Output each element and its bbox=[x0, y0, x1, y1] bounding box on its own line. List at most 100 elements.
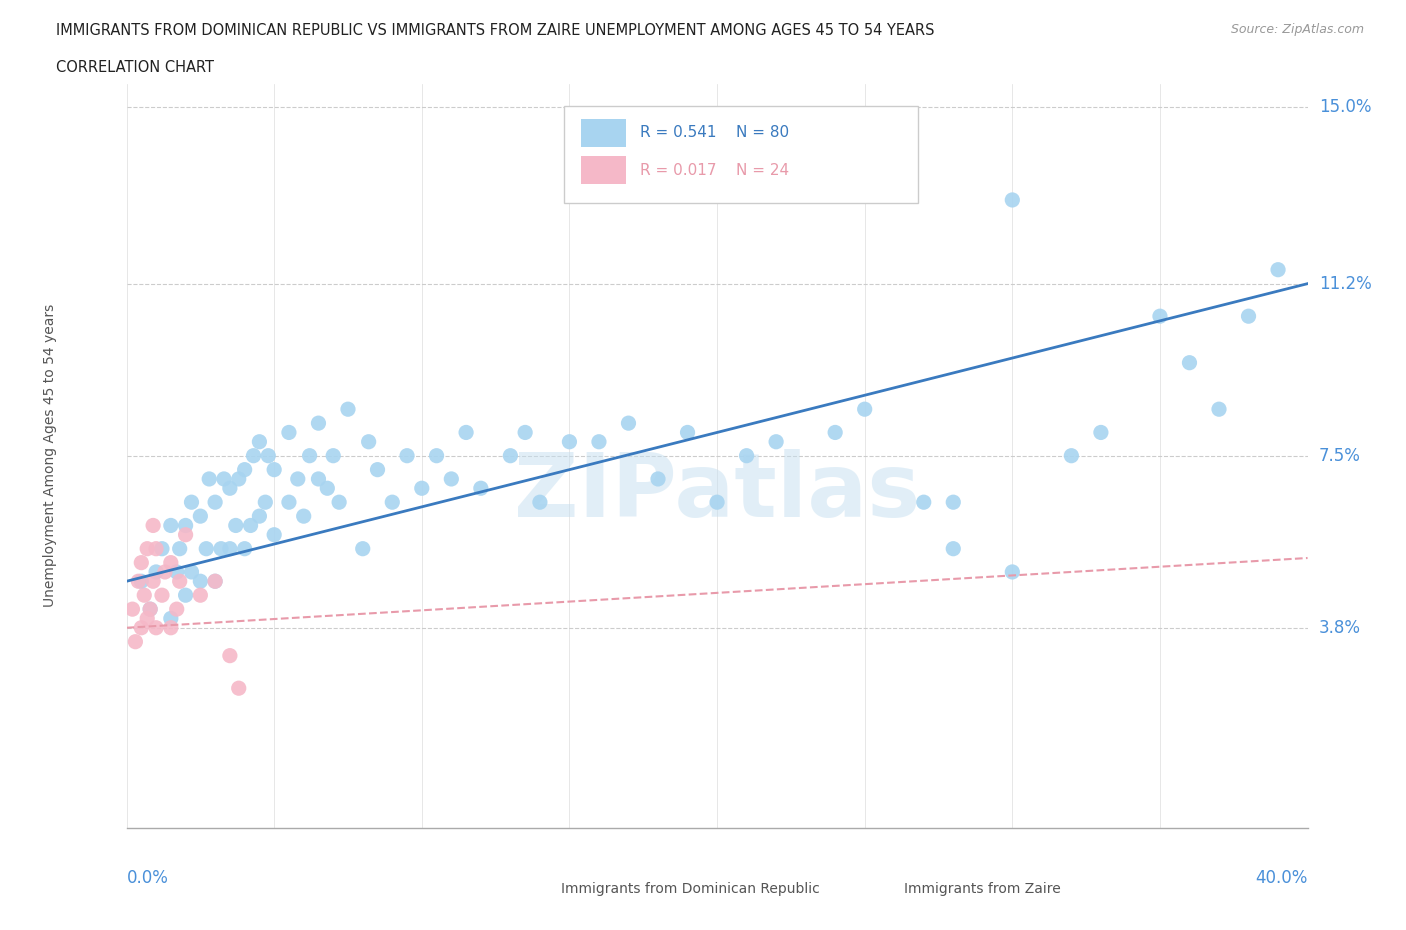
Point bbox=[204, 574, 226, 589]
Point bbox=[278, 425, 301, 440]
Point bbox=[411, 481, 433, 496]
Point bbox=[169, 541, 191, 556]
Text: R = 0.541    N = 80: R = 0.541 N = 80 bbox=[640, 126, 789, 140]
Point bbox=[287, 472, 309, 486]
Text: 0.0%: 0.0% bbox=[127, 869, 169, 886]
Point bbox=[145, 565, 167, 579]
Point bbox=[247, 509, 270, 524]
Point bbox=[188, 588, 211, 603]
Point bbox=[352, 541, 374, 556]
Point bbox=[735, 448, 758, 463]
Point bbox=[204, 574, 226, 589]
Point bbox=[228, 681, 250, 696]
Point bbox=[337, 402, 360, 417]
Point bbox=[440, 472, 463, 486]
Point bbox=[381, 495, 404, 510]
FancyBboxPatch shape bbox=[516, 880, 551, 898]
Point bbox=[219, 481, 242, 496]
Point bbox=[174, 588, 197, 603]
Point bbox=[174, 527, 197, 542]
Point bbox=[139, 602, 162, 617]
Point bbox=[129, 620, 153, 635]
Point bbox=[912, 495, 935, 510]
Point bbox=[425, 448, 447, 463]
Point bbox=[298, 448, 321, 463]
Point bbox=[647, 472, 669, 486]
Text: Source: ZipAtlas.com: Source: ZipAtlas.com bbox=[1230, 23, 1364, 36]
Point bbox=[233, 541, 256, 556]
Text: 15.0%: 15.0% bbox=[1319, 98, 1371, 116]
Point bbox=[316, 481, 339, 496]
Point bbox=[129, 555, 153, 570]
FancyBboxPatch shape bbox=[564, 106, 918, 203]
Point bbox=[139, 602, 162, 617]
Point bbox=[263, 527, 285, 542]
Point bbox=[1178, 355, 1201, 370]
Point bbox=[765, 434, 787, 449]
Point bbox=[145, 541, 167, 556]
Point bbox=[204, 495, 226, 510]
Point bbox=[174, 518, 197, 533]
Point bbox=[150, 588, 173, 603]
Point bbox=[588, 434, 610, 449]
Point bbox=[366, 462, 388, 477]
Text: CORRELATION CHART: CORRELATION CHART bbox=[56, 60, 214, 75]
Point bbox=[470, 481, 492, 496]
Text: Immigrants from Zaire: Immigrants from Zaire bbox=[904, 883, 1060, 897]
Point bbox=[159, 518, 183, 533]
Text: ZIPatlas: ZIPatlas bbox=[515, 449, 920, 537]
Point bbox=[257, 448, 280, 463]
Text: 7.5%: 7.5% bbox=[1319, 446, 1361, 465]
Point bbox=[198, 472, 221, 486]
Point bbox=[242, 448, 264, 463]
Text: 11.2%: 11.2% bbox=[1319, 274, 1371, 293]
Point bbox=[499, 448, 522, 463]
Point bbox=[676, 425, 699, 440]
Point bbox=[1149, 309, 1171, 324]
Point bbox=[853, 402, 876, 417]
Text: R = 0.017    N = 24: R = 0.017 N = 24 bbox=[640, 163, 789, 178]
Point bbox=[278, 495, 301, 510]
Point bbox=[188, 574, 211, 589]
Point bbox=[254, 495, 277, 510]
Point bbox=[159, 620, 183, 635]
Point bbox=[1090, 425, 1112, 440]
Point bbox=[357, 434, 380, 449]
Point bbox=[209, 541, 232, 556]
Point bbox=[1267, 262, 1289, 277]
Text: Unemployment Among Ages 45 to 54 years: Unemployment Among Ages 45 to 54 years bbox=[42, 304, 56, 607]
Text: IMMIGRANTS FROM DOMINICAN REPUBLIC VS IMMIGRANTS FROM ZAIRE UNEMPLOYMENT AMONG A: IMMIGRANTS FROM DOMINICAN REPUBLIC VS IM… bbox=[56, 23, 935, 38]
Point bbox=[142, 574, 165, 589]
Point bbox=[247, 434, 270, 449]
Point bbox=[228, 472, 250, 486]
Point bbox=[942, 495, 965, 510]
Point bbox=[124, 634, 146, 649]
Point bbox=[166, 565, 188, 579]
Point bbox=[1208, 402, 1230, 417]
Point bbox=[706, 495, 728, 510]
Point bbox=[134, 588, 156, 603]
Point bbox=[1060, 448, 1083, 463]
Point bbox=[219, 648, 242, 663]
Point bbox=[824, 425, 846, 440]
Point bbox=[239, 518, 262, 533]
Point bbox=[292, 509, 315, 524]
Point bbox=[159, 555, 183, 570]
Point bbox=[1001, 193, 1024, 207]
Point bbox=[515, 425, 537, 440]
Point bbox=[219, 541, 242, 556]
Point bbox=[307, 472, 329, 486]
Point bbox=[159, 611, 183, 626]
Text: 3.8%: 3.8% bbox=[1319, 618, 1361, 637]
Point bbox=[942, 541, 965, 556]
Point bbox=[307, 416, 329, 431]
Text: Immigrants from Dominican Republic: Immigrants from Dominican Republic bbox=[561, 883, 820, 897]
Point bbox=[225, 518, 247, 533]
Point bbox=[558, 434, 581, 449]
Point bbox=[328, 495, 350, 510]
FancyBboxPatch shape bbox=[859, 880, 894, 898]
Point bbox=[180, 495, 202, 510]
Point bbox=[263, 462, 285, 477]
Point bbox=[136, 611, 159, 626]
Point bbox=[195, 541, 218, 556]
